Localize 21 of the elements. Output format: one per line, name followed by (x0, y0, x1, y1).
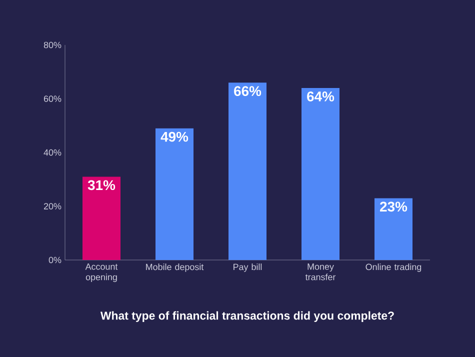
data-label: 66% (234, 86, 262, 96)
x-tick-label: Account opening (85, 264, 118, 282)
bar (228, 82, 266, 260)
y-tick-label: 40% (44, 149, 62, 156)
bar (374, 198, 412, 260)
bar (302, 88, 340, 260)
x-tick-label: Online trading (366, 264, 422, 272)
y-tick-label: 60% (44, 96, 62, 102)
x-tick-label: Pay bill (234, 264, 262, 272)
x-tick-label: Mobile deposit (146, 264, 204, 272)
data-label: 31% (88, 180, 116, 190)
data-label: 64% (307, 92, 334, 102)
text: What type of financial transactions did you complete? (100, 311, 394, 322)
data-label: 49% (160, 132, 188, 142)
y-tick-label: 20% (44, 203, 62, 210)
data-label: 23% (380, 202, 408, 212)
y-tick-label: 0% (48, 256, 62, 264)
bar (82, 176, 120, 260)
y-tick-label: 80% (44, 42, 62, 48)
x-tick-label: Money transfer (305, 264, 336, 280)
bar (156, 128, 194, 260)
